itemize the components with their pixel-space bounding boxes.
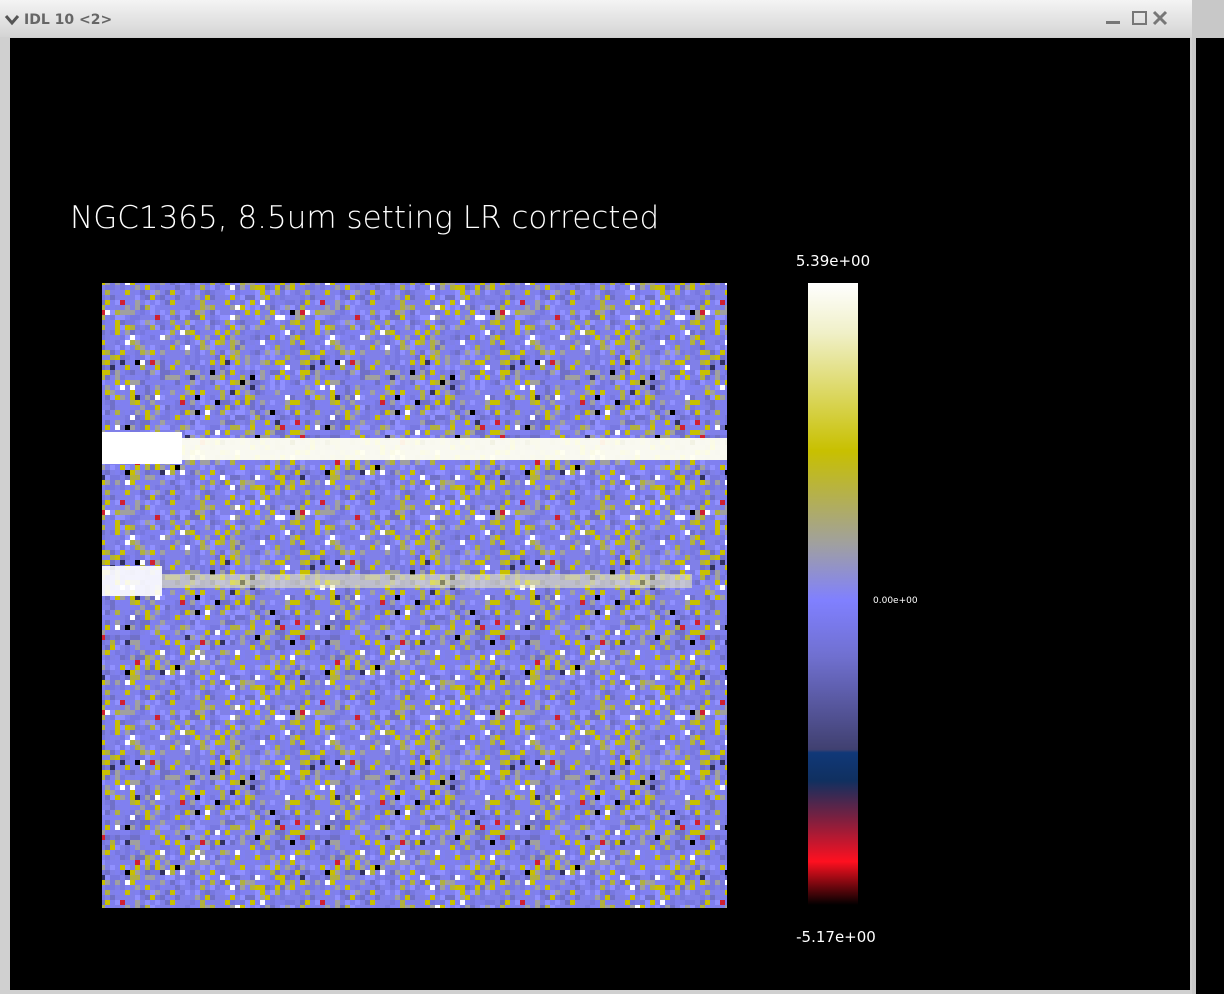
minimize-button[interactable] [1106, 21, 1120, 24]
image-streak [102, 566, 162, 596]
page: IDL 10 <2> NGC1365, 8.5um setting LR cor… [0, 0, 1224, 994]
colorbar [808, 283, 858, 905]
colorbar-min-label: -5.17e+00 [796, 928, 876, 946]
image-streak [102, 432, 182, 464]
image [102, 283, 727, 908]
colorbar-max-label: 5.39e+00 [796, 252, 870, 270]
image-streak [162, 574, 692, 588]
title-bar [0, 0, 1192, 37]
plot-title: NGC1365, 8.5um setting LR corrected [70, 200, 659, 236]
image-streak [102, 438, 727, 460]
colorbar-mid-label: 0.00e+00 [873, 596, 918, 606]
screen: IDL 10 <2> NGC1365, 8.5um setting LR cor… [0, 0, 1224, 994]
window-title: IDL 10 <2> [24, 12, 112, 28]
background-window-content [1196, 38, 1224, 994]
